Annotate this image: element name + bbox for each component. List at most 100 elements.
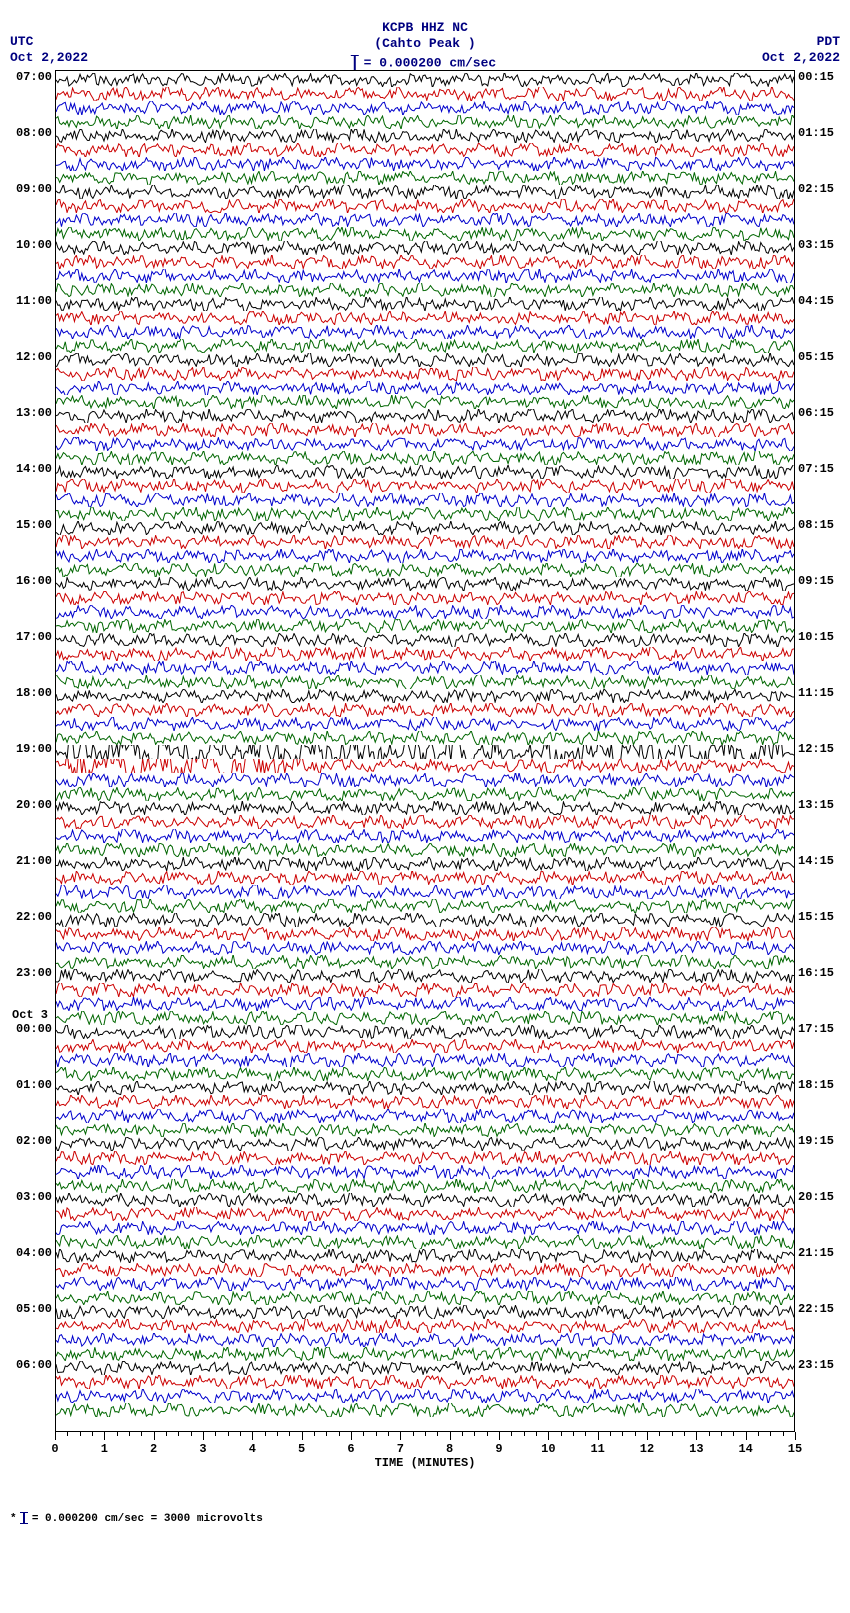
- x-tick-minor: [289, 1432, 290, 1436]
- trace-row: [56, 465, 794, 479]
- x-tick-label: 5: [298, 1442, 305, 1456]
- station-code: KCPB HHZ NC: [354, 20, 496, 36]
- x-tick-label: 8: [446, 1442, 453, 1456]
- trace-row: [56, 647, 794, 661]
- utc-hour-label: 18:00: [12, 686, 52, 700]
- x-tick-minor: [462, 1432, 463, 1436]
- footer-scale: * = 0.000200 cm/sec = 3000 microvolts: [10, 1512, 840, 1525]
- x-tick-label: 11: [590, 1442, 604, 1456]
- x-tick-minor: [437, 1432, 438, 1436]
- trace-row: [56, 339, 794, 353]
- x-tick-minor: [524, 1432, 525, 1436]
- x-tick-minor: [277, 1432, 278, 1436]
- pdt-hour-label: 19:15: [798, 1134, 838, 1148]
- x-tick-label: 10: [541, 1442, 555, 1456]
- x-tick-major: [598, 1432, 599, 1440]
- trace-row: [56, 227, 794, 241]
- utc-hour-label: 06:00: [12, 1358, 52, 1372]
- x-tick-label: 2: [150, 1442, 157, 1456]
- utc-hour-label: 20:00: [12, 798, 52, 812]
- trace-row: [56, 843, 794, 857]
- trace-row: [56, 1067, 794, 1081]
- x-tick-major: [351, 1432, 352, 1440]
- trace-row: [56, 493, 794, 507]
- pdt-hour-label: 08:15: [798, 518, 838, 532]
- trace-row: [56, 969, 794, 983]
- pdt-hour-label: 05:15: [798, 350, 838, 364]
- trace-row: [56, 1081, 794, 1095]
- trace-row: [56, 325, 794, 339]
- trace-row: [56, 409, 794, 423]
- x-tick-minor: [511, 1432, 512, 1436]
- trace-row: [56, 1319, 794, 1333]
- header: UTC Oct 2,2022 KCPB HHZ NC (Cahto Peak )…: [10, 10, 840, 70]
- x-tick-major: [252, 1432, 253, 1440]
- trace-row: [56, 983, 794, 997]
- trace-row: [56, 353, 794, 367]
- x-tick-minor: [709, 1432, 710, 1436]
- trace-row: [56, 1305, 794, 1319]
- x-tick-minor: [191, 1432, 192, 1436]
- x-tick-minor: [80, 1432, 81, 1436]
- pdt-hour-label: 01:15: [798, 126, 838, 140]
- utc-hour-label: 12:00: [12, 350, 52, 364]
- trace-row: [56, 801, 794, 815]
- trace-row: [56, 1165, 794, 1179]
- x-tick-major: [795, 1432, 796, 1440]
- utc-hour-label: 15:00: [12, 518, 52, 532]
- utc-hour-label: 17:00: [12, 630, 52, 644]
- x-tick-label: 1: [101, 1442, 108, 1456]
- x-tick-minor: [129, 1432, 130, 1436]
- header-center: KCPB HHZ NC (Cahto Peak ) = 0.000200 cm/…: [354, 20, 496, 71]
- x-tick-label: 9: [495, 1442, 502, 1456]
- x-tick-major: [302, 1432, 303, 1440]
- trace-row: [56, 1277, 794, 1291]
- utc-hour-label: 11:00: [12, 294, 52, 308]
- x-tick-minor: [536, 1432, 537, 1436]
- x-tick-minor: [622, 1432, 623, 1436]
- trace-row: [56, 899, 794, 913]
- trace-row: [56, 1179, 794, 1193]
- trace-row: [56, 955, 794, 969]
- utc-hour-label: 01:00: [12, 1078, 52, 1092]
- x-tick-major: [696, 1432, 697, 1440]
- trace-row: [56, 199, 794, 213]
- pdt-hour-label: 23:15: [798, 1358, 838, 1372]
- utc-hour-label: 02:00: [12, 1134, 52, 1148]
- utc-hour-label: 16:00: [12, 574, 52, 588]
- trace-row: [56, 269, 794, 283]
- trace-row: [56, 367, 794, 381]
- x-tick-major: [548, 1432, 549, 1440]
- trace-row: [56, 1053, 794, 1067]
- trace-row: [56, 1333, 794, 1347]
- utc-hour-label: 03:00: [12, 1190, 52, 1204]
- trace-row: [56, 661, 794, 675]
- trace-row: [56, 703, 794, 717]
- trace-row: [56, 1375, 794, 1389]
- x-tick-minor: [635, 1432, 636, 1436]
- trace-row: [56, 633, 794, 647]
- trace-row: [56, 255, 794, 269]
- trace-row: [56, 1095, 794, 1109]
- pdt-hour-label: 22:15: [798, 1302, 838, 1316]
- trace-row: [56, 297, 794, 311]
- trace-row: [56, 143, 794, 157]
- utc-hour-label: 19:00: [12, 742, 52, 756]
- trace-row: [56, 395, 794, 409]
- trace-row: [56, 927, 794, 941]
- trace-row: [56, 381, 794, 395]
- x-tick-minor: [413, 1432, 414, 1436]
- x-tick-label: 14: [738, 1442, 752, 1456]
- x-tick-minor: [363, 1432, 364, 1436]
- x-tick-minor: [265, 1432, 266, 1436]
- x-tick-major: [104, 1432, 105, 1440]
- trace-row: [56, 1249, 794, 1263]
- pdt-hour-label: 14:15: [798, 854, 838, 868]
- x-tick-minor: [733, 1432, 734, 1436]
- pdt-hour-label: 07:15: [798, 462, 838, 476]
- x-tick-major: [400, 1432, 401, 1440]
- trace-row: [56, 1011, 794, 1025]
- trace-row: [56, 423, 794, 437]
- x-tick-label: 7: [397, 1442, 404, 1456]
- header-right: PDT Oct 2,2022: [762, 34, 840, 65]
